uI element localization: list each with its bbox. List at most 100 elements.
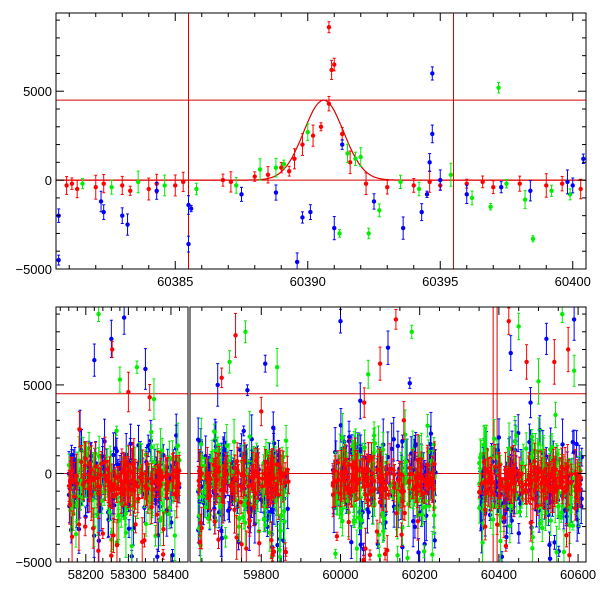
x-tick-label: 60395 — [422, 274, 458, 289]
data-point — [75, 186, 80, 192]
data-point — [400, 525, 405, 530]
data-point — [559, 181, 565, 186]
x-tick-label: 60400 — [555, 274, 591, 289]
data-point — [155, 468, 160, 473]
data-point — [527, 439, 532, 445]
data-point — [407, 380, 412, 386]
data-point — [432, 538, 437, 543]
data-point — [345, 151, 350, 156]
data-point — [123, 511, 128, 517]
reference-lines — [56, 13, 586, 269]
data-point — [101, 209, 106, 215]
data-point — [424, 192, 430, 197]
data-point — [173, 183, 178, 188]
data-point — [153, 497, 158, 503]
data-point — [549, 188, 554, 193]
data-point — [273, 190, 279, 195]
data-point — [360, 509, 365, 515]
data-point — [385, 185, 390, 190]
data-point — [528, 188, 533, 193]
data-point — [571, 317, 577, 322]
data-point — [117, 377, 123, 382]
data-point — [282, 519, 287, 524]
data-point — [155, 554, 160, 559]
data-point — [70, 468, 75, 473]
data-point — [129, 543, 134, 549]
x-tick-label: 60390 — [290, 274, 326, 289]
zoom-panel: 60385 60390 60395 60400 −5000 0 5000 — [15, 12, 591, 289]
data-point — [111, 533, 116, 538]
data-point — [365, 507, 370, 512]
data-point — [464, 192, 469, 197]
data-point — [149, 445, 154, 450]
data-point — [96, 548, 101, 554]
data-point — [151, 396, 157, 402]
data-point — [196, 513, 202, 518]
data-point — [504, 534, 509, 540]
data-point — [172, 533, 178, 538]
data-point — [358, 516, 363, 521]
data-point — [74, 481, 80, 486]
data-point — [349, 539, 354, 545]
data-point — [380, 514, 386, 520]
data-point — [200, 494, 205, 499]
top-axes: 60385 60390 60395 60400 −5000 0 5000 — [15, 13, 591, 289]
data-point — [570, 183, 575, 188]
data-point — [337, 231, 342, 236]
data-point — [385, 345, 391, 350]
data-point — [120, 213, 125, 218]
data-point — [278, 528, 283, 533]
data-point — [99, 461, 104, 466]
data-point — [300, 215, 305, 220]
data-point — [416, 550, 421, 555]
data-point — [318, 124, 324, 129]
data-point — [419, 209, 424, 215]
data-point — [395, 553, 400, 558]
data-point — [358, 154, 363, 160]
data-point — [353, 156, 358, 161]
data-point — [173, 469, 179, 475]
data-point — [354, 546, 360, 551]
data-point — [107, 479, 112, 485]
model-curve — [56, 99, 586, 181]
data-point — [120, 183, 125, 188]
data-point — [167, 511, 172, 517]
data-point — [194, 186, 199, 192]
full-lightcurve-panel: 58200 58300 58400 59800 60000 60200 60400 60600… — [15, 306, 596, 582]
data-point — [305, 129, 310, 135]
data-point — [231, 439, 237, 444]
data-point — [96, 311, 101, 317]
data-point — [427, 160, 432, 165]
data-point — [122, 487, 128, 492]
data-point — [114, 542, 120, 548]
x-tick-label: 60385 — [157, 274, 193, 289]
data-point — [567, 192, 573, 197]
data-point — [142, 538, 147, 543]
data-point — [281, 490, 286, 496]
data-point — [488, 204, 493, 209]
data-point — [76, 522, 82, 527]
data-point — [143, 483, 148, 489]
data-point — [109, 553, 114, 558]
data-point — [64, 183, 69, 188]
data-point — [174, 433, 179, 438]
data-point — [544, 336, 549, 342]
data-point — [279, 165, 284, 170]
data-point — [126, 389, 131, 395]
data-point — [101, 181, 106, 186]
data-point — [154, 512, 160, 517]
data-point — [121, 315, 127, 320]
data-point — [391, 437, 396, 442]
data-point — [89, 475, 94, 480]
data-point — [100, 531, 106, 536]
data-point — [332, 225, 337, 231]
data-point — [308, 209, 313, 215]
data-point — [110, 347, 115, 352]
data-point — [283, 438, 289, 443]
data-point — [240, 514, 246, 520]
data-point — [338, 318, 343, 324]
data-point — [398, 179, 403, 185]
data-point — [122, 463, 128, 468]
data-point — [544, 183, 549, 188]
data-point — [162, 183, 167, 188]
